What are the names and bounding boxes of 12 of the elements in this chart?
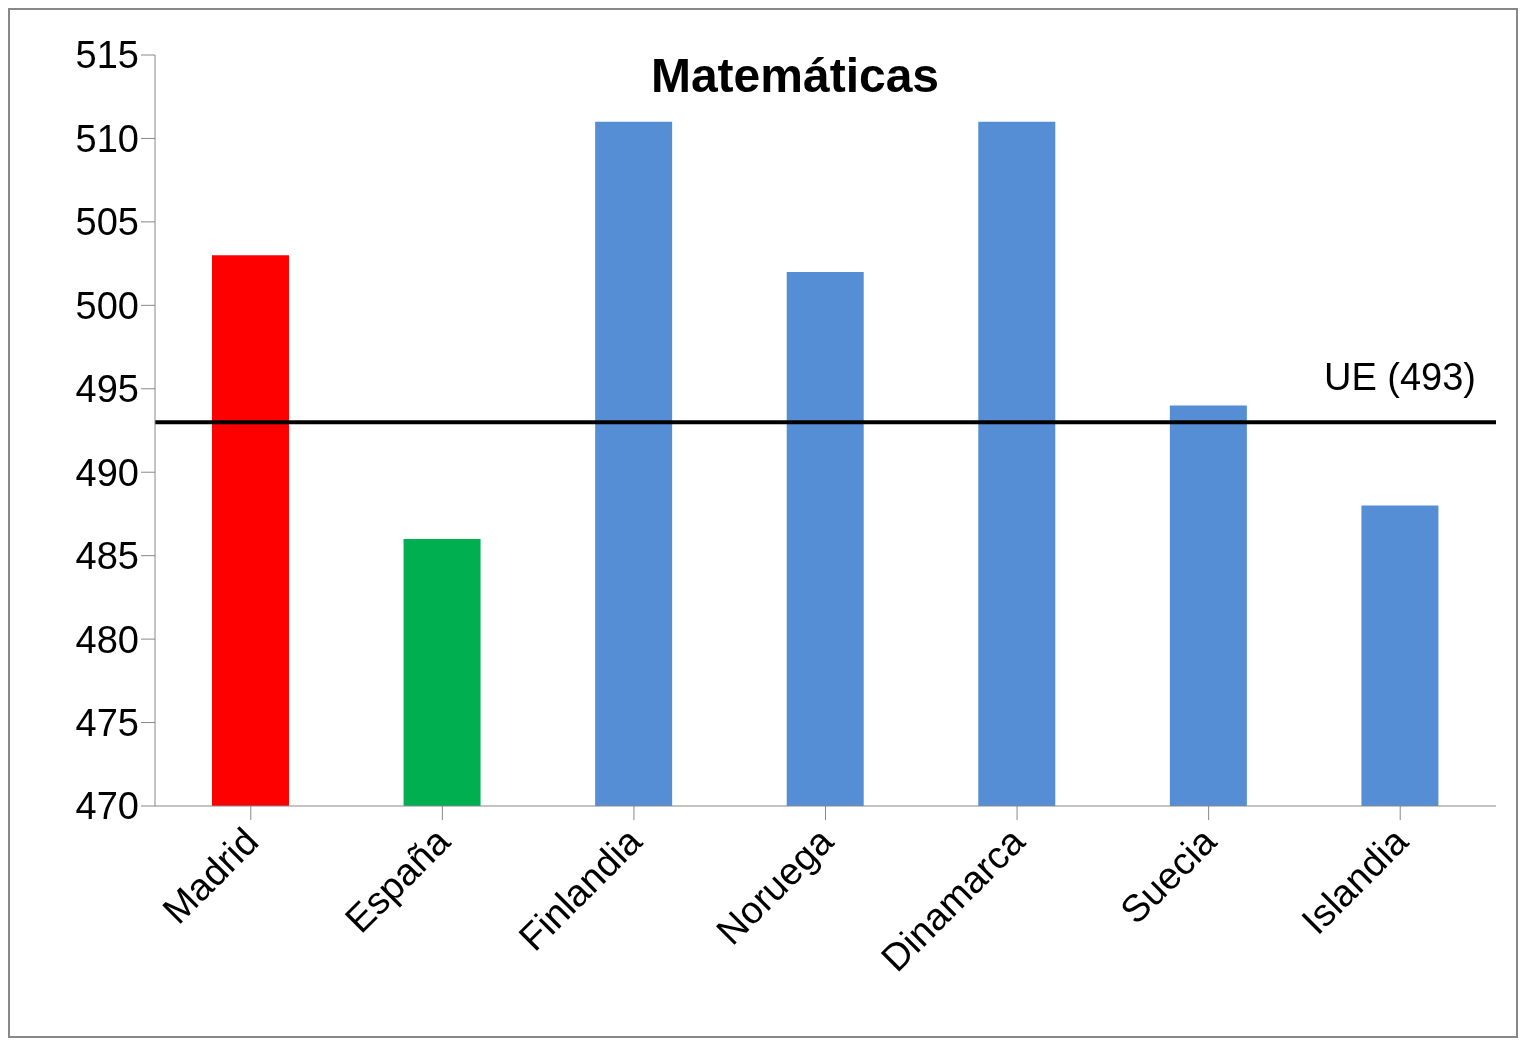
y-tick-label: 495: [75, 368, 139, 411]
chart-title: Matemáticas: [650, 49, 940, 102]
y-tick-label: 510: [75, 117, 139, 160]
y-tick-label: 505: [75, 201, 139, 244]
ref-line-label: UE (493): [1323, 356, 1476, 399]
y-tick-label: 470: [75, 785, 139, 828]
y-tick-label: 485: [75, 535, 139, 578]
y-tick-label: 480: [75, 618, 139, 661]
y-tick-label: 475: [75, 702, 139, 745]
y-tick-label: 500: [75, 284, 139, 327]
y-tick-label: 515: [75, 34, 139, 77]
y-tick-label: 490: [75, 451, 139, 494]
